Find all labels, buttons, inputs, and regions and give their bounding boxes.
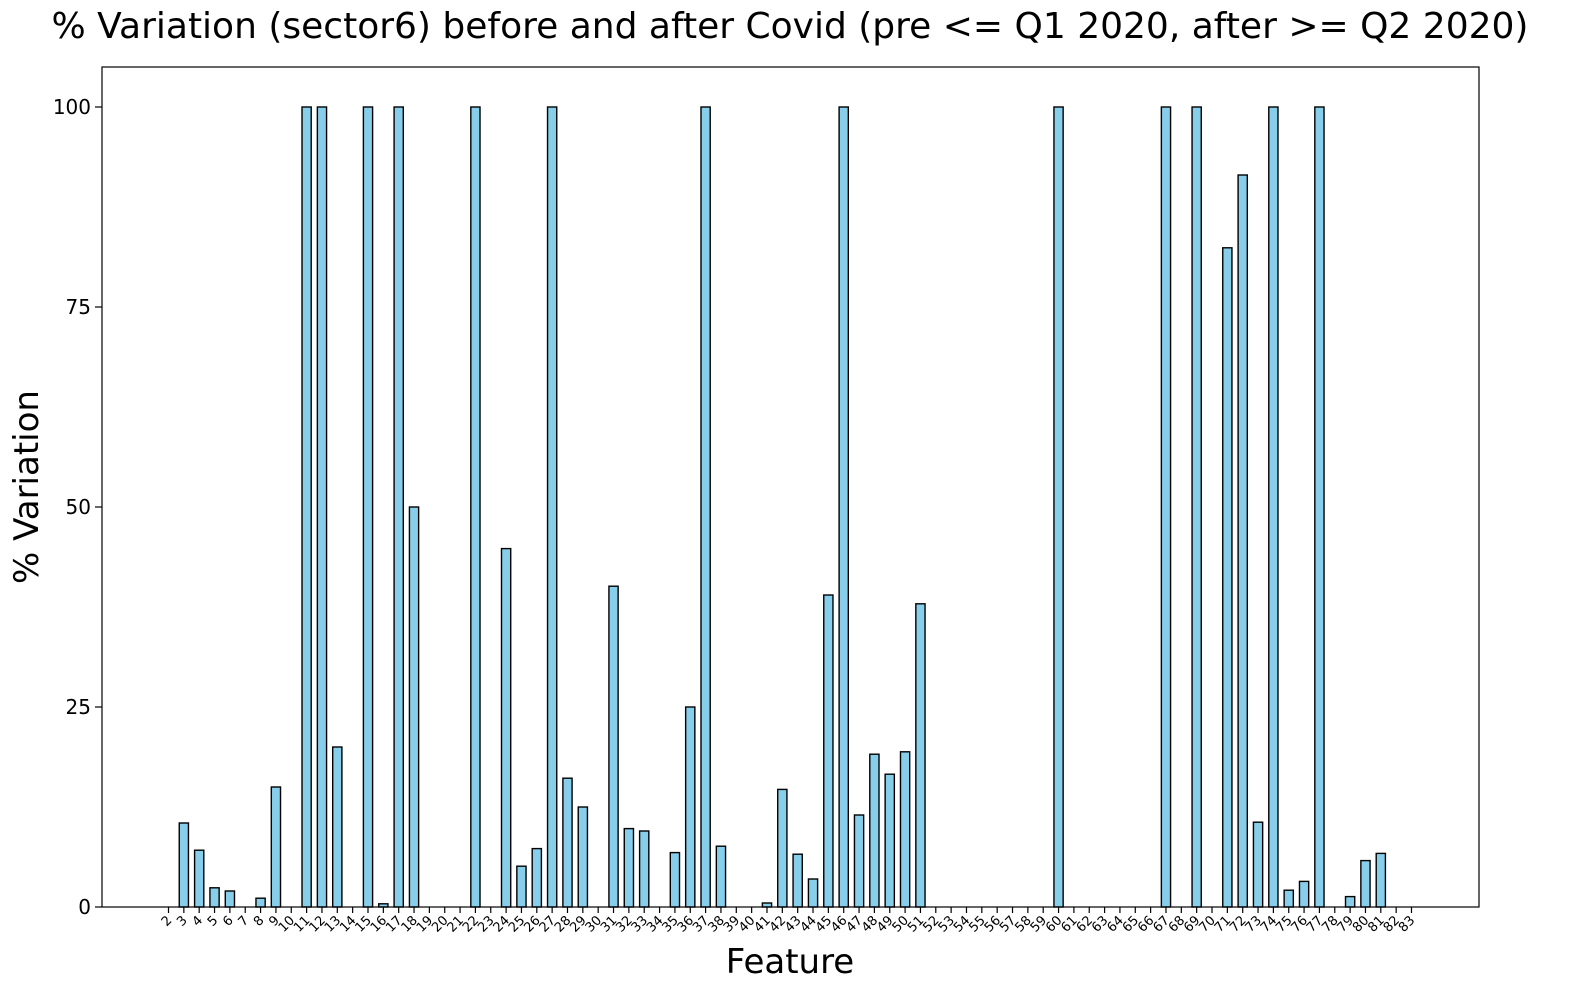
bar-feature-51 <box>915 603 926 908</box>
bar-feature-49 <box>884 773 896 908</box>
bar-feature-67 <box>1160 106 1172 908</box>
bar-feature-4 <box>193 849 205 908</box>
bar-feature-33 <box>638 830 650 908</box>
bar-feature-79 <box>1344 895 1356 908</box>
x-tick-label-5: 5 <box>205 913 221 929</box>
y-tick-label-50: 50 <box>66 495 91 519</box>
x-tick-label-4: 4 <box>190 913 206 929</box>
bar-feature-81 <box>1375 852 1387 908</box>
x-tick-label-7: 7 <box>236 913 252 929</box>
x-tick-label-2: 2 <box>159 913 175 929</box>
bar-feature-29 <box>577 806 589 908</box>
y-tick-label-25: 25 <box>66 695 91 719</box>
bar-feature-43 <box>792 853 803 908</box>
bar-feature-3 <box>178 822 190 908</box>
bar-feature-26 <box>531 847 543 908</box>
bar-feature-74 <box>1268 106 1279 908</box>
bar-feature-5 <box>209 887 220 908</box>
bar-feature-25 <box>516 865 527 908</box>
bar-feature-76 <box>1298 880 1310 908</box>
bar-feature-11 <box>301 106 312 908</box>
bar-feature-50 <box>899 751 911 908</box>
bar-feature-69 <box>1191 106 1202 908</box>
bar-feature-27 <box>546 106 558 908</box>
x-tick-label-3: 3 <box>174 913 190 929</box>
bar-feature-37 <box>700 106 711 908</box>
bar-feature-8 <box>255 897 266 908</box>
bars-group <box>178 106 1387 908</box>
chart-title: % Variation (sector6) before and after C… <box>52 6 1529 47</box>
x-axis-ticks: 2345678910111213141516171819202122232425… <box>159 907 1418 936</box>
bar-feature-31 <box>608 585 619 908</box>
bar-feature-12 <box>316 106 328 908</box>
bar-feature-72 <box>1237 174 1249 908</box>
bar-feature-24 <box>500 547 512 908</box>
bar-feature-60 <box>1053 106 1064 908</box>
bar-feature-13 <box>331 746 343 908</box>
plot-frame <box>101 66 1480 908</box>
bar-feature-32 <box>623 827 635 908</box>
bar-feature-75 <box>1283 889 1295 908</box>
bar-feature-17 <box>393 106 404 908</box>
x-tick-label-8: 8 <box>251 913 267 929</box>
bar-feature-22 <box>470 106 481 908</box>
y-tick-label-0: 0 <box>78 895 91 919</box>
x-tick-label-6: 6 <box>220 913 236 929</box>
bar-feature-36 <box>684 706 696 908</box>
y-tick-label-75: 75 <box>66 295 91 319</box>
bar-feature-35 <box>669 851 681 908</box>
bar-feature-77 <box>1314 106 1325 908</box>
bar-feature-15 <box>362 106 374 908</box>
bar-feature-28 <box>562 777 573 908</box>
bar-feature-45 <box>823 594 834 908</box>
bar-feature-38 <box>715 845 727 908</box>
bar-feature-71 <box>1222 247 1233 908</box>
bar-feature-42 <box>777 788 788 908</box>
y-axis-label: % Variation <box>7 390 47 584</box>
bar-feature-73 <box>1252 821 1264 908</box>
bar-feature-6 <box>224 890 236 908</box>
y-axis-ticks: 0 25 50 75 100 <box>53 95 102 919</box>
bar-feature-48 <box>869 753 880 908</box>
x-axis-label: Feature <box>726 942 854 982</box>
bar-feature-44 <box>807 878 819 908</box>
bar-feature-46 <box>838 106 850 908</box>
y-tick-label-100: 100 <box>53 95 91 119</box>
bar-feature-80 <box>1360 859 1371 908</box>
bar-feature-47 <box>853 814 865 908</box>
bar-feature-18 <box>408 506 420 908</box>
x-tick-label-83: 83 <box>1396 913 1418 935</box>
bar-feature-9 <box>270 786 282 908</box>
